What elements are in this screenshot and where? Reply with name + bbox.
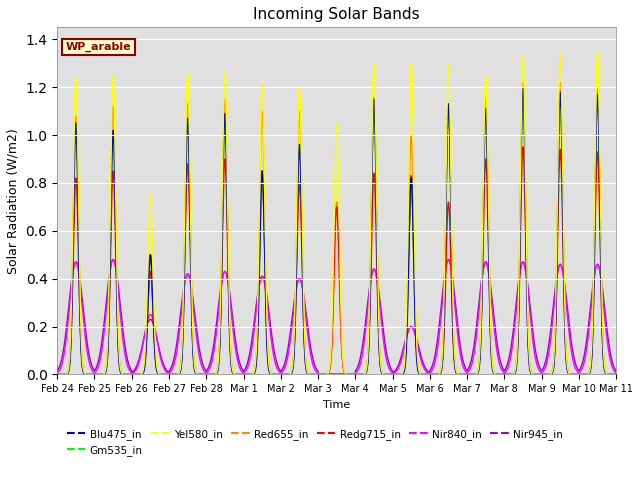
Text: WP_arable: WP_arable (66, 42, 131, 52)
X-axis label: Time: Time (323, 400, 350, 409)
Legend: Blu475_in, Gm535_in, Yel580_in, Red655_in, Redg715_in, Nir840_in, Nir945_in: Blu475_in, Gm535_in, Yel580_in, Red655_i… (63, 425, 567, 460)
Title: Incoming Solar Bands: Incoming Solar Bands (253, 7, 420, 22)
Y-axis label: Solar Radiation (W/m2): Solar Radiation (W/m2) (7, 128, 20, 274)
